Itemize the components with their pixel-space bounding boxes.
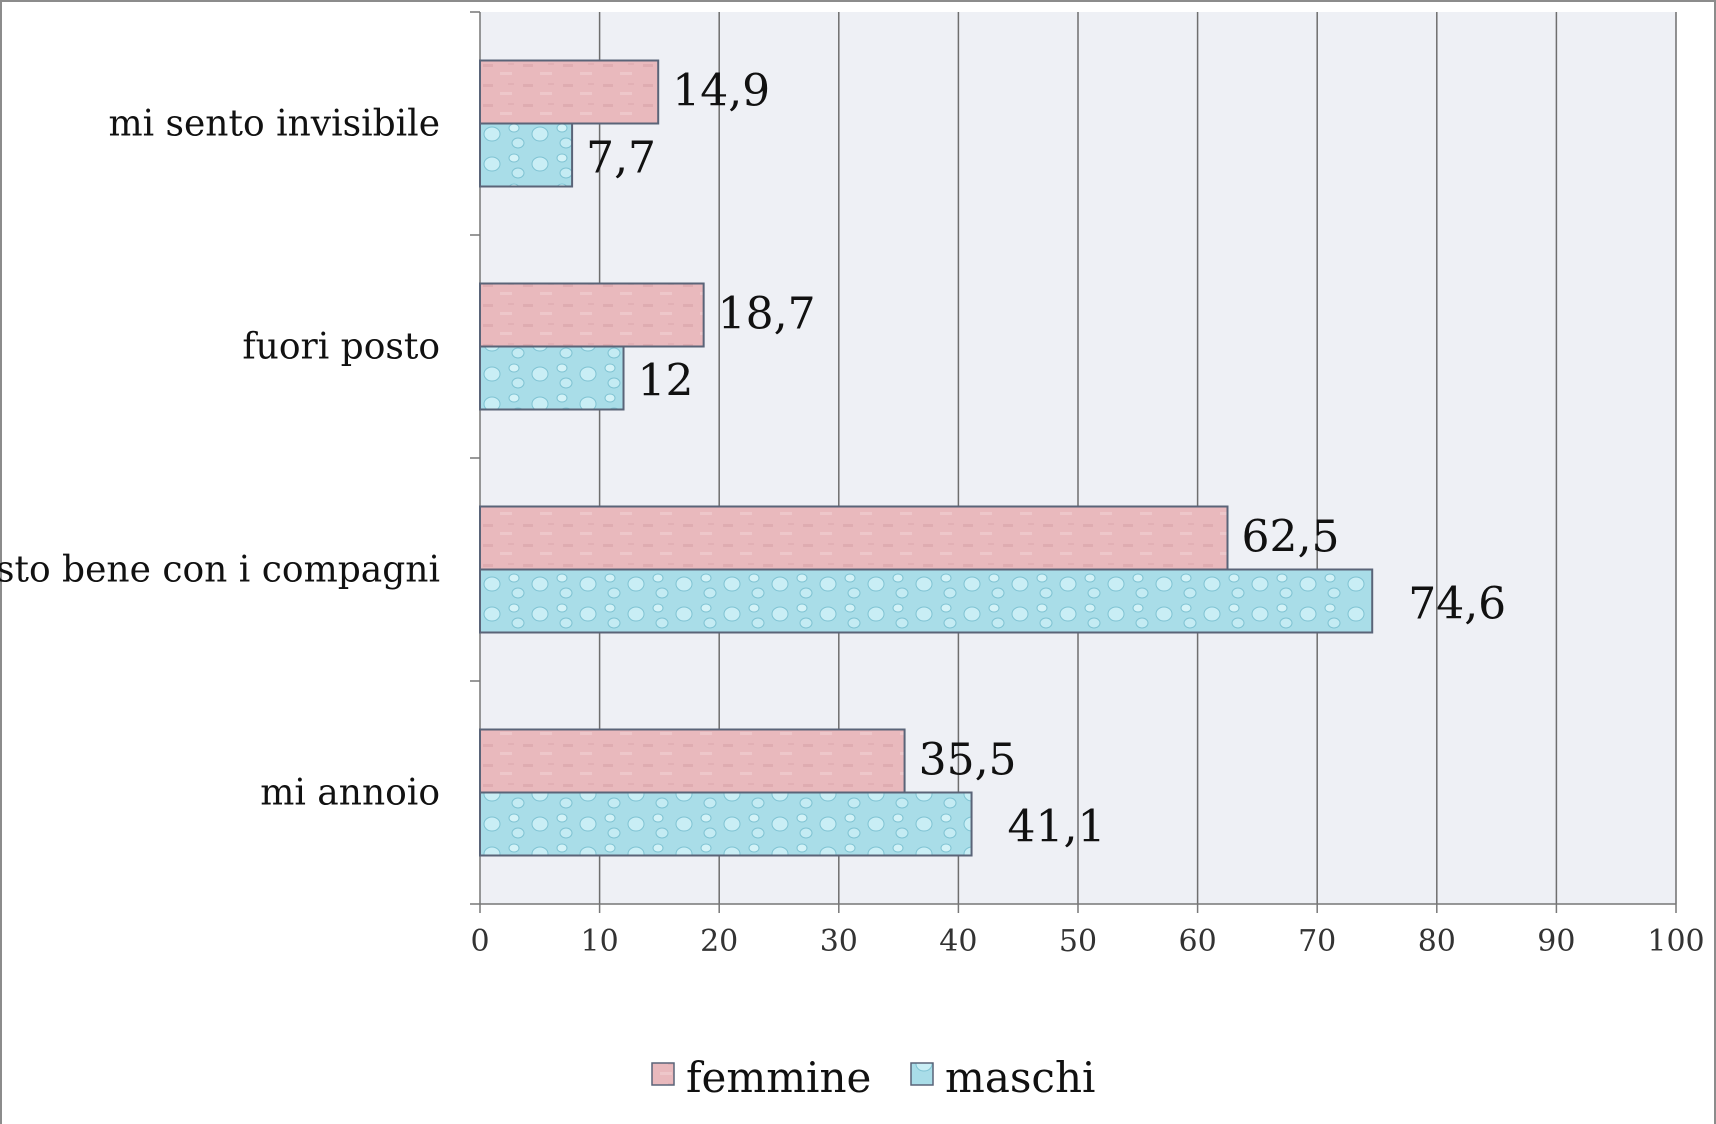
data-label: 18,7: [718, 289, 816, 340]
bar-femmine-2: [479, 505, 1229, 571]
legend-swatch-femmine: [651, 1062, 675, 1086]
x-tick-label: 20: [700, 924, 738, 959]
category-label: mi sento invisibile: [108, 104, 440, 145]
data-label: 7,7: [586, 133, 656, 184]
x-tick-label: 60: [1179, 924, 1217, 959]
data-label: 35,5: [919, 735, 1017, 786]
data-label: 14,9: [672, 66, 770, 117]
x-tick-label: 100: [1647, 924, 1704, 959]
x-tick-label: 50: [1059, 924, 1097, 959]
bar-femmine-0: [479, 59, 660, 125]
data-label: 12: [638, 356, 694, 407]
bar-maschi-1: [479, 345, 625, 411]
bar-femmine-3: [479, 728, 906, 794]
x-tick-label: 10: [581, 924, 619, 959]
data-label: 74,6: [1408, 579, 1506, 630]
legend-swatch-maschi: [910, 1062, 934, 1086]
legend-label-maschi: maschi: [945, 1053, 1095, 1102]
x-tick-label: 80: [1418, 924, 1456, 959]
bar-maschi-0: [479, 122, 574, 188]
x-tick-label: 70: [1298, 924, 1336, 959]
x-tick-label: 90: [1537, 924, 1575, 959]
data-label: 62,5: [1242, 512, 1340, 563]
x-tick-label: 0: [470, 924, 489, 959]
legend-label-femmine: femmine: [686, 1053, 871, 1102]
category-label: fuori posto: [242, 327, 440, 368]
category-label: sto bene con i compagni: [0, 550, 440, 591]
data-label: 41,1: [1008, 802, 1106, 853]
bar-femmine-1: [479, 282, 705, 348]
bar-maschi-3: [479, 791, 973, 857]
x-tick-label: 40: [939, 924, 977, 959]
category-label: mi annoio: [260, 773, 440, 814]
bar-maschi-2: [479, 568, 1374, 634]
x-tick-label: 30: [820, 924, 858, 959]
